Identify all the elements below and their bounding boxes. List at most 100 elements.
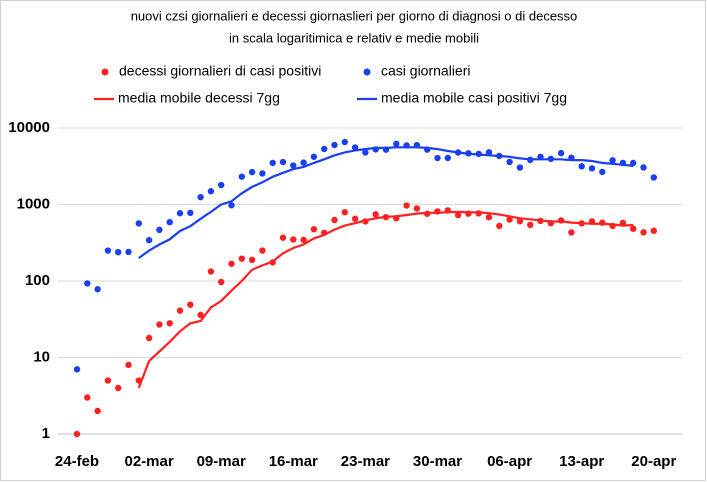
data-point xyxy=(516,164,524,171)
data-point xyxy=(176,210,184,217)
data-point xyxy=(197,311,204,319)
chart-title: nuovi czsi giornalieri e decessi giornas… xyxy=(131,8,578,23)
x-tick-label: 24-feb xyxy=(55,453,99,470)
data-point xyxy=(650,174,657,181)
data-point xyxy=(218,278,225,286)
data-point xyxy=(454,211,462,219)
data-point xyxy=(506,158,513,166)
x-tick-label: 30-mar xyxy=(413,453,462,470)
x-tick-label: 06-apr xyxy=(487,453,532,470)
x-tick-label: 16-mar xyxy=(269,453,318,470)
data-point xyxy=(516,218,524,225)
data-point xyxy=(259,170,266,177)
data-point xyxy=(444,154,451,162)
data-point xyxy=(238,255,245,262)
data-point xyxy=(630,159,637,167)
data-point xyxy=(599,168,606,176)
data-point xyxy=(269,159,276,167)
data-point xyxy=(145,236,153,244)
x-tick-label: 02-mar xyxy=(124,453,173,470)
data-point xyxy=(372,211,379,218)
data-point xyxy=(630,225,637,232)
data-point xyxy=(125,361,132,369)
data-point xyxy=(393,140,400,148)
data-point xyxy=(115,384,122,392)
moving-average-line xyxy=(138,146,634,259)
legend-label: decessi giornalieri di casi positivi xyxy=(119,63,321,79)
data-point xyxy=(568,229,575,236)
data-point xyxy=(506,216,513,223)
data-point xyxy=(640,229,647,236)
data-point xyxy=(413,205,421,212)
data-point xyxy=(259,247,266,254)
data-point xyxy=(362,149,369,156)
data-point xyxy=(290,162,297,169)
y-tick-label: 10 xyxy=(33,348,50,365)
data-point xyxy=(279,234,287,241)
data-point xyxy=(166,218,173,226)
data-point xyxy=(197,193,204,201)
data-point xyxy=(104,377,112,384)
data-point xyxy=(238,173,245,180)
data-point xyxy=(279,158,287,166)
data-point xyxy=(73,366,81,373)
data-point xyxy=(496,222,503,230)
data-point xyxy=(166,320,173,327)
data-point xyxy=(84,280,91,287)
data-point xyxy=(115,248,122,256)
data-point xyxy=(650,227,657,234)
y-tick-label: 1 xyxy=(42,425,50,442)
data-point xyxy=(207,268,215,275)
data-point xyxy=(300,159,307,166)
data-point xyxy=(310,226,318,233)
data-point xyxy=(84,394,91,401)
y-tick-label: 1000 xyxy=(17,195,50,212)
data-point xyxy=(156,226,163,234)
data-point xyxy=(403,202,410,209)
data-point xyxy=(94,407,101,415)
data-point xyxy=(341,138,348,146)
data-point xyxy=(145,334,153,342)
legend-marker xyxy=(363,68,371,76)
data-point xyxy=(290,236,297,243)
chart-subtitle: in scala logaritimica e relativ e medie … xyxy=(229,30,479,45)
data-point xyxy=(104,247,112,254)
data-point xyxy=(207,188,215,195)
data-point xyxy=(434,154,441,162)
data-point xyxy=(248,256,256,264)
legend-marker xyxy=(101,68,109,76)
data-point xyxy=(228,202,235,209)
moving-average-line xyxy=(137,210,634,389)
data-point xyxy=(578,163,585,170)
data-point xyxy=(176,307,184,314)
data-point xyxy=(485,214,493,221)
legend-label: media mobile casi positivi 7gg xyxy=(381,90,567,106)
data-point xyxy=(187,301,194,308)
data-point xyxy=(300,236,307,244)
data-point xyxy=(321,145,328,153)
x-tick-label: 13-apr xyxy=(559,453,604,470)
data-point xyxy=(248,168,256,176)
data-point xyxy=(351,215,359,222)
data-point xyxy=(310,153,318,160)
y-tick-label: 100 xyxy=(25,272,50,289)
data-point xyxy=(485,149,493,156)
data-point xyxy=(156,321,163,328)
y-tick-label: 10000 xyxy=(8,119,50,136)
data-point xyxy=(187,209,194,217)
data-point xyxy=(125,248,132,256)
data-point xyxy=(527,221,534,229)
x-tick-label: 23-mar xyxy=(341,453,390,470)
legend-label: casi giornalieri xyxy=(381,63,470,79)
legend-label: media mobile decessi 7gg xyxy=(118,90,280,106)
data-point xyxy=(94,286,101,293)
x-tick-label: 09-mar xyxy=(197,453,246,470)
data-point xyxy=(218,181,225,189)
data-point xyxy=(640,164,647,171)
data-point xyxy=(609,157,616,164)
data-point xyxy=(331,216,338,224)
data-point xyxy=(228,260,235,267)
data-point xyxy=(331,141,338,149)
